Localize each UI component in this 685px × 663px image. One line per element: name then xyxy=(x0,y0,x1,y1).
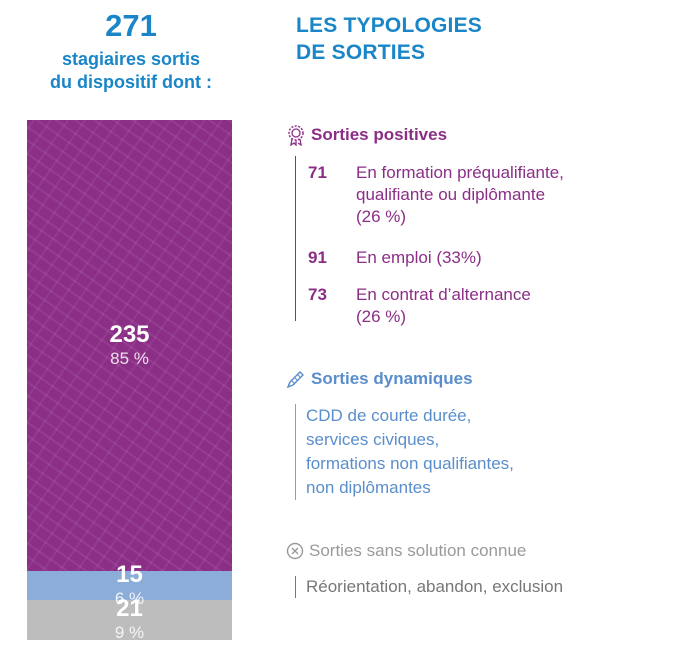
bar-percent-positive: 85 % xyxy=(110,348,149,368)
page-title-line-2: DE SORTIES xyxy=(296,41,426,64)
list-item: 91 En emploi (33%) xyxy=(308,247,656,269)
section-positive-heading: Sorties positives xyxy=(285,124,447,146)
section-none-title: Sorties sans solution connue xyxy=(309,541,527,560)
page-title-line-1: LES TYPOLOGIES xyxy=(296,14,482,37)
dynamic-line: non diplômantes xyxy=(306,478,431,497)
bar-percent-dynamic: 6 % xyxy=(114,588,145,608)
list-item-line: En contrat d’alternance xyxy=(356,285,531,304)
list-item-number: 73 xyxy=(308,285,327,304)
list-item-line: En formation préqualifiante, xyxy=(356,163,564,182)
bar-segment-positive xyxy=(27,120,232,571)
list-item-text: En contrat d’alternance (26 %) xyxy=(356,284,656,328)
pencil-icon xyxy=(286,371,304,389)
bar-label-positive: 235 85 % xyxy=(27,320,232,370)
dynamic-line: CDD de courte durée, xyxy=(306,406,472,425)
bar-value-none: 21 xyxy=(116,595,143,622)
bar-label-none: 21 9 % xyxy=(27,596,232,644)
list-item-line: En emploi (33%) xyxy=(356,248,482,267)
dynamic-line: formations non qualifiantes, xyxy=(306,454,514,473)
rosette-icon xyxy=(288,125,304,146)
bar-segment-dynamic xyxy=(27,571,232,600)
section-none-heading: Sorties sans solution connue xyxy=(285,540,526,562)
close-circle-icon xyxy=(286,542,304,560)
bar-segment-none xyxy=(27,600,232,640)
dynamic-line: services civiques, xyxy=(306,430,440,449)
section-positive-title: Sorties positives xyxy=(311,125,448,144)
bar-label-dynamic: 15 6 % xyxy=(27,560,232,610)
none-description: Réorientation, abandon, exclusion xyxy=(295,576,563,598)
list-item-text: En emploi (33%) xyxy=(356,247,656,269)
bar-percent-none: 9 % xyxy=(114,623,145,642)
stacked-bar-chart: 235 85 % 15 6 % 21 9 % xyxy=(27,120,232,642)
list-item-text: En formation préqualifiante, qualifiante… xyxy=(356,162,656,228)
total-caption-line-1: stagiaires sortis xyxy=(61,49,201,69)
list-item-line: qualifiante ou diplômante xyxy=(356,185,546,204)
list-item: 73 En contrat d’alternance (26 %) xyxy=(308,284,656,328)
list-item-number: 71 xyxy=(308,163,327,182)
bar-value-dynamic: 15 xyxy=(116,560,143,588)
bar-value-positive: 235 xyxy=(109,320,150,348)
total-number: 271 xyxy=(105,8,157,43)
list-item: 71 En formation préqualifiante, qualifia… xyxy=(308,162,656,228)
total-caption: stagiaires sortis du dispositif dont : xyxy=(26,48,236,94)
section-dynamic-heading: Sorties dynamiques xyxy=(285,368,473,390)
list-item-line: (26 %) xyxy=(356,207,407,226)
dynamic-description: CDD de courte durée, services civiques, … xyxy=(295,404,626,500)
positive-list: 71 En formation préqualifiante, qualifia… xyxy=(295,156,666,326)
section-dynamic-title: Sorties dynamiques xyxy=(311,369,473,388)
total-block: 271 stagiaires sortis du dispositif dont… xyxy=(26,8,236,94)
list-item-number: 91 xyxy=(308,248,327,267)
list-item-line: (26 %) xyxy=(356,307,407,326)
total-caption-line-2: du dispositif dont : xyxy=(50,72,212,92)
page-title: LES TYPOLOGIES DE SORTIES xyxy=(296,12,482,66)
